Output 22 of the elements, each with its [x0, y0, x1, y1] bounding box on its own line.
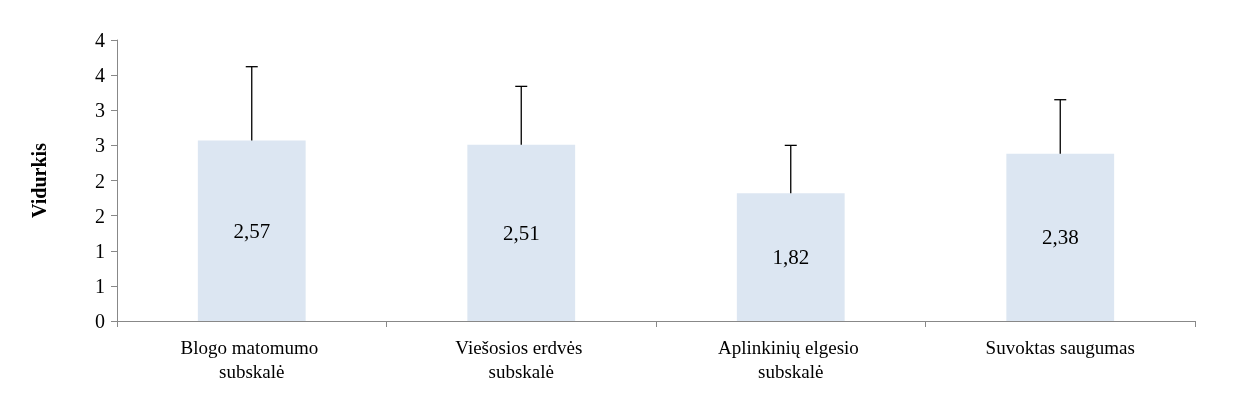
x-tick-label: Blogo matomumo subskalė — [180, 336, 323, 382]
y-tick-label: 3 — [95, 134, 105, 157]
bar — [467, 144, 576, 321]
data-label: 1,82 — [772, 245, 810, 270]
x-tick-label: Suvoktas saugumas — [985, 336, 1135, 358]
x-tick-label: Aplinkinių elgesio subskalė — [717, 336, 864, 382]
y-tick-label: 2 — [95, 204, 105, 227]
y-axis-title: Vidurkis — [28, 142, 50, 218]
y-tick-label: 1 — [95, 274, 105, 297]
y-tick-label: 0 — [95, 310, 105, 332]
data-label: 2,57 — [233, 218, 271, 243]
bar — [197, 140, 306, 321]
y-tick-label: 3 — [95, 99, 105, 122]
x-tick-label: Viešosios erdvės subskalė — [455, 336, 588, 382]
y-tick-label: 2 — [95, 169, 105, 192]
bar — [1006, 153, 1115, 321]
y-tick-label: 1 — [95, 239, 105, 262]
bar — [736, 193, 845, 321]
data-label: 2,38 — [1041, 225, 1079, 250]
data-label: 2,51 — [502, 220, 540, 245]
y-tick-label: 4 — [95, 64, 105, 87]
y-tick-label: 4 — [95, 29, 105, 51]
